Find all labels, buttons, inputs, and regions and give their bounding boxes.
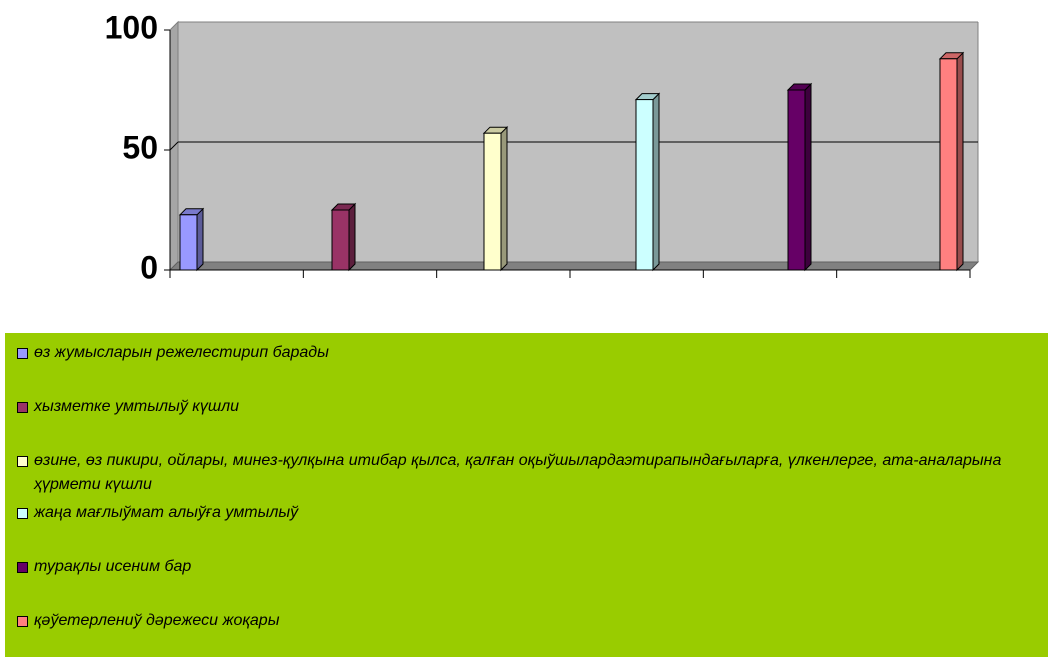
legend-entry: жаңа мағлыўмат алыўға умтылыў: [17, 501, 1047, 555]
bar-front: [939, 58, 958, 271]
bar-side: [500, 125, 508, 272]
bar-front: [787, 89, 806, 271]
plot-floor: [168, 261, 980, 271]
legend-entry: турақлы исеним бар: [17, 555, 1047, 609]
y-tick-label: 100: [105, 9, 158, 45]
legend-entry: хызметке умтылыў күшли: [17, 395, 1047, 449]
legend-label: хызметке умтылыў күшли: [34, 398, 240, 415]
chart: 0 50 100: [105, 9, 980, 285]
legend-label: турақлы исеним бар: [34, 558, 192, 575]
bar-front: [635, 99, 654, 271]
bar: [330, 202, 357, 272]
bar-side: [804, 82, 812, 272]
bar: [178, 207, 205, 272]
bar: [786, 82, 813, 272]
bar-front: [179, 214, 198, 271]
bar-side: [348, 202, 356, 272]
bar: [634, 92, 661, 272]
legend-label: өзине, өз пикири, ойлары, минез-қулқына …: [34, 452, 1002, 493]
plot-back-wall: [170, 22, 978, 270]
legend-swatch: [17, 562, 28, 573]
grid-line: [169, 141, 179, 151]
bar-front: [331, 209, 350, 271]
bar-side: [652, 92, 660, 272]
legend-label: өз жумысларын режелестирип барады: [34, 344, 329, 361]
legend-entry: өзине, өз пикири, ойлары, минез-қулқына …: [17, 449, 1047, 501]
legend-entry: өз жумысларын режелестирип барады: [17, 341, 1047, 395]
legend-swatch: [17, 402, 28, 413]
bar-side: [196, 207, 204, 272]
legend-swatch: [17, 348, 28, 359]
legend-label: жаңа мағлыўмат алыўға умтылыў: [34, 504, 299, 521]
legend: өз жумысларын режелестирип барады хызметк…: [5, 333, 1048, 657]
bar: [938, 51, 965, 272]
legend-entry: қәўетерлениў дәрежеси жоқары: [17, 609, 1047, 663]
y-tick-label: 0: [140, 249, 158, 285]
y-tick-label: 50: [122, 129, 158, 165]
legend-swatch: [17, 456, 28, 467]
bar-side: [956, 51, 964, 272]
legend-label: қәўетерлениў дәрежеси жоқары: [34, 612, 280, 629]
legend-swatch: [17, 508, 28, 519]
bar: [482, 125, 509, 272]
legend-swatch: [17, 616, 28, 627]
bar-front: [483, 132, 502, 271]
